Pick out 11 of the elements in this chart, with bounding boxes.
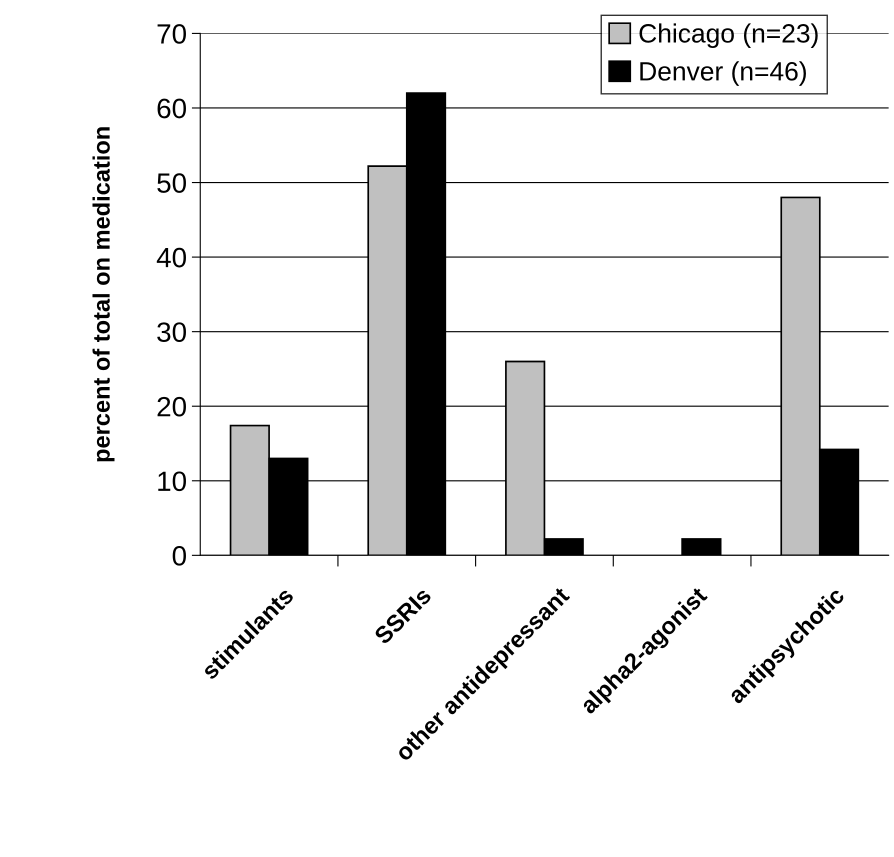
y-tick-label: 60 [158,98,186,118]
y-tick-label: 10 [158,471,186,492]
legend-label: Denver (n=46) [640,61,806,86]
y-axis-title: percent of total on medication [92,127,114,462]
y-tick-label: 30 [157,322,186,342]
y-tick-label: 70 [158,24,186,44]
y-tick-label: 20 [158,396,186,417]
y-tick-label: 50 [157,173,186,193]
y-tick-label: 40 [156,248,186,268]
legend-label: Chicago (n=23) [640,23,818,48]
y-tick-label: 0 [172,546,186,566]
